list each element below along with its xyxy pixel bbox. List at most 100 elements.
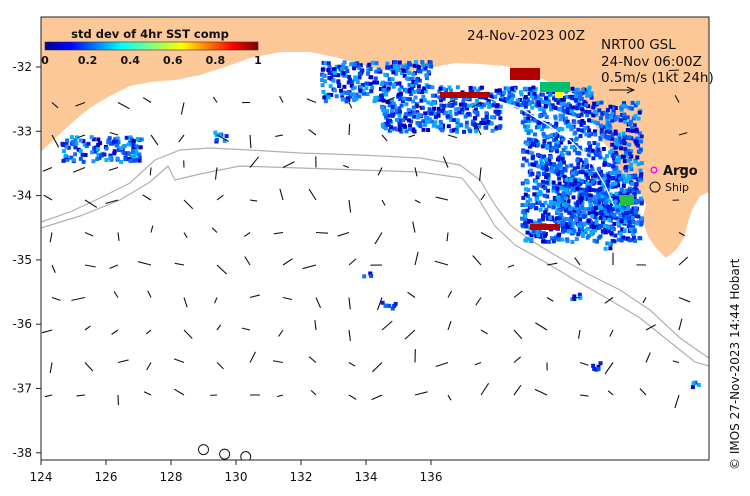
sst-cell <box>385 109 390 114</box>
sst-cell <box>386 113 391 118</box>
sst-cell <box>591 105 596 110</box>
sst-cell <box>412 63 417 68</box>
sst-cell <box>526 188 531 193</box>
sst-cell <box>547 157 552 162</box>
sst-cell <box>440 109 445 114</box>
current-vector <box>447 99 456 104</box>
current-vector <box>678 296 691 303</box>
colorbar-tick-label: 0.4 <box>120 54 140 67</box>
sst-cell <box>386 100 391 105</box>
sst-cell <box>391 101 396 106</box>
sst-cell <box>446 124 451 129</box>
current-vector <box>279 188 284 201</box>
sst-cell <box>581 192 586 197</box>
sst-cell <box>604 129 609 134</box>
sst-cell <box>587 171 592 176</box>
sst-cell <box>326 92 331 97</box>
sst-cell <box>624 153 629 158</box>
sst-cell <box>523 192 528 197</box>
sst-cell <box>333 73 338 78</box>
sst-cell <box>91 137 96 142</box>
y-tick-label: -34 <box>12 189 32 203</box>
sst-cell <box>605 115 610 120</box>
sst-cell <box>541 231 546 236</box>
sst-cell <box>534 197 539 202</box>
sst-cell <box>591 363 596 368</box>
sst-cell <box>397 119 402 124</box>
sst-cell <box>409 86 414 91</box>
sst-cell <box>596 188 601 193</box>
sst-cell <box>578 95 583 100</box>
sst-cell <box>404 102 409 107</box>
sst-cell <box>619 187 624 192</box>
sst-cell <box>577 230 582 235</box>
sst-cell <box>544 174 549 179</box>
sst-cell <box>590 213 595 218</box>
sst-cell <box>334 64 339 69</box>
sst-cell <box>414 60 419 65</box>
sst-cell <box>526 130 531 135</box>
sst-cell <box>594 220 599 225</box>
land-mass <box>41 17 709 258</box>
current-vector <box>678 318 683 331</box>
current-vector <box>174 262 185 266</box>
sst-cell <box>613 197 618 202</box>
sst-cell <box>639 139 644 144</box>
sst-cell <box>104 158 109 163</box>
sst-cell <box>130 150 135 155</box>
sst-cell <box>550 236 555 241</box>
sst-cell <box>97 155 102 160</box>
sst-cell <box>542 138 547 143</box>
sst-cell <box>607 184 612 189</box>
sst-cell <box>630 181 635 186</box>
current-vector <box>109 264 119 269</box>
sst-cell <box>354 77 359 82</box>
sst-cell <box>558 98 563 103</box>
sst-cell <box>696 382 701 387</box>
sst-cell <box>540 217 545 222</box>
sst-cell <box>409 112 414 117</box>
sst-cell <box>455 85 460 90</box>
sst-cell <box>323 93 328 98</box>
current-vector <box>604 362 614 375</box>
sst-cell <box>137 152 142 157</box>
sst-cell <box>394 108 399 113</box>
sst-cell <box>551 180 556 185</box>
current-vector <box>109 131 119 136</box>
current-vector <box>310 389 317 396</box>
sst-cell <box>369 89 374 94</box>
current-vector <box>306 98 317 104</box>
current-vector <box>216 194 224 201</box>
sst-cell <box>410 76 415 81</box>
sst-cell <box>523 86 528 91</box>
sst-cell <box>633 198 638 203</box>
sst-cell <box>523 119 528 124</box>
sst-cell <box>615 210 620 215</box>
glider-track <box>487 97 615 207</box>
sst-cell <box>470 119 475 124</box>
current-vector <box>507 264 515 268</box>
sst-cell <box>64 144 69 149</box>
sst-cell <box>622 101 627 106</box>
sst-cell <box>589 231 594 236</box>
sst-cell <box>357 94 362 99</box>
sst-cell <box>555 157 560 162</box>
x-tick-label: 124 <box>30 470 53 484</box>
current-vector <box>407 291 416 298</box>
sst-cell <box>537 120 542 125</box>
sst-cell <box>633 214 638 219</box>
sst-cell <box>494 88 499 93</box>
sst-cell <box>421 127 426 132</box>
sst-cell <box>339 91 344 96</box>
current-vector <box>404 329 416 340</box>
sst-cell <box>383 72 388 77</box>
sst-cell <box>524 203 529 208</box>
sst-cell <box>390 64 395 69</box>
sst-cell <box>348 94 353 99</box>
sst-cell <box>541 162 546 167</box>
sst-cell <box>498 97 503 102</box>
sst-cell <box>586 88 591 93</box>
sst-cell <box>596 206 601 211</box>
sst-cell <box>346 90 351 95</box>
sst-cell <box>619 208 624 213</box>
